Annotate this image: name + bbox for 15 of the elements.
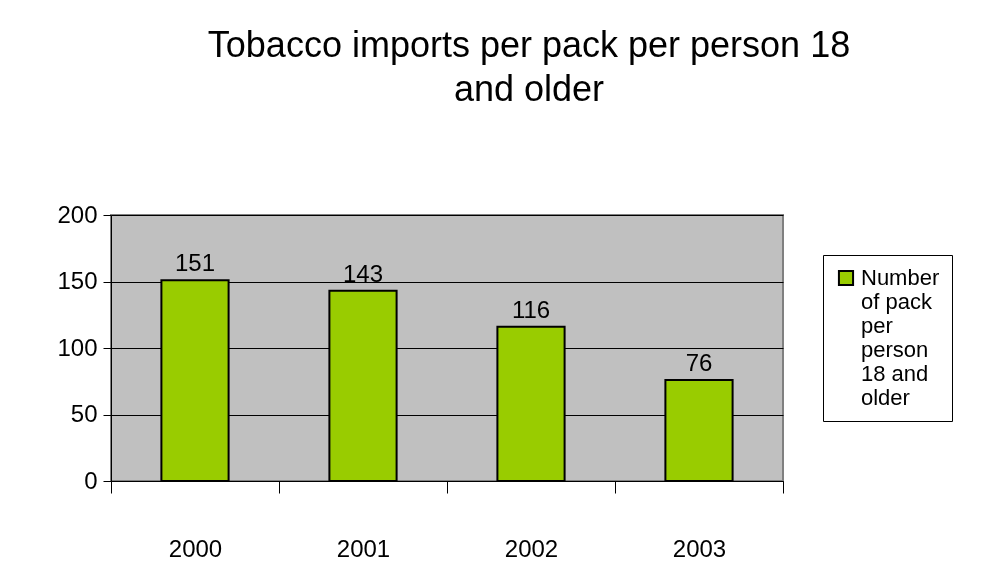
data-label: 116 xyxy=(511,295,551,323)
y-tick-label: 100 xyxy=(57,333,98,361)
x-tick-label: 2002 xyxy=(504,534,559,562)
data-label: 76 xyxy=(685,348,713,376)
x-tick-label: 2003 xyxy=(672,534,727,562)
y-tick-label: 150 xyxy=(57,267,98,294)
y-tick-label: 200 xyxy=(57,200,98,228)
y-tick-label: 0 xyxy=(84,466,98,494)
x-tick-label: 2001 xyxy=(336,534,391,562)
chart-title: Tobacco imports per pack per person 18 and older xyxy=(207,24,851,109)
data-label: 151 xyxy=(174,249,216,277)
x-tick-label: 2000 xyxy=(168,534,223,562)
y-tick-label: 50 xyxy=(70,400,98,427)
data-label: 143 xyxy=(342,259,384,287)
legend-label: Number of pack per person 18 and older xyxy=(861,265,940,410)
